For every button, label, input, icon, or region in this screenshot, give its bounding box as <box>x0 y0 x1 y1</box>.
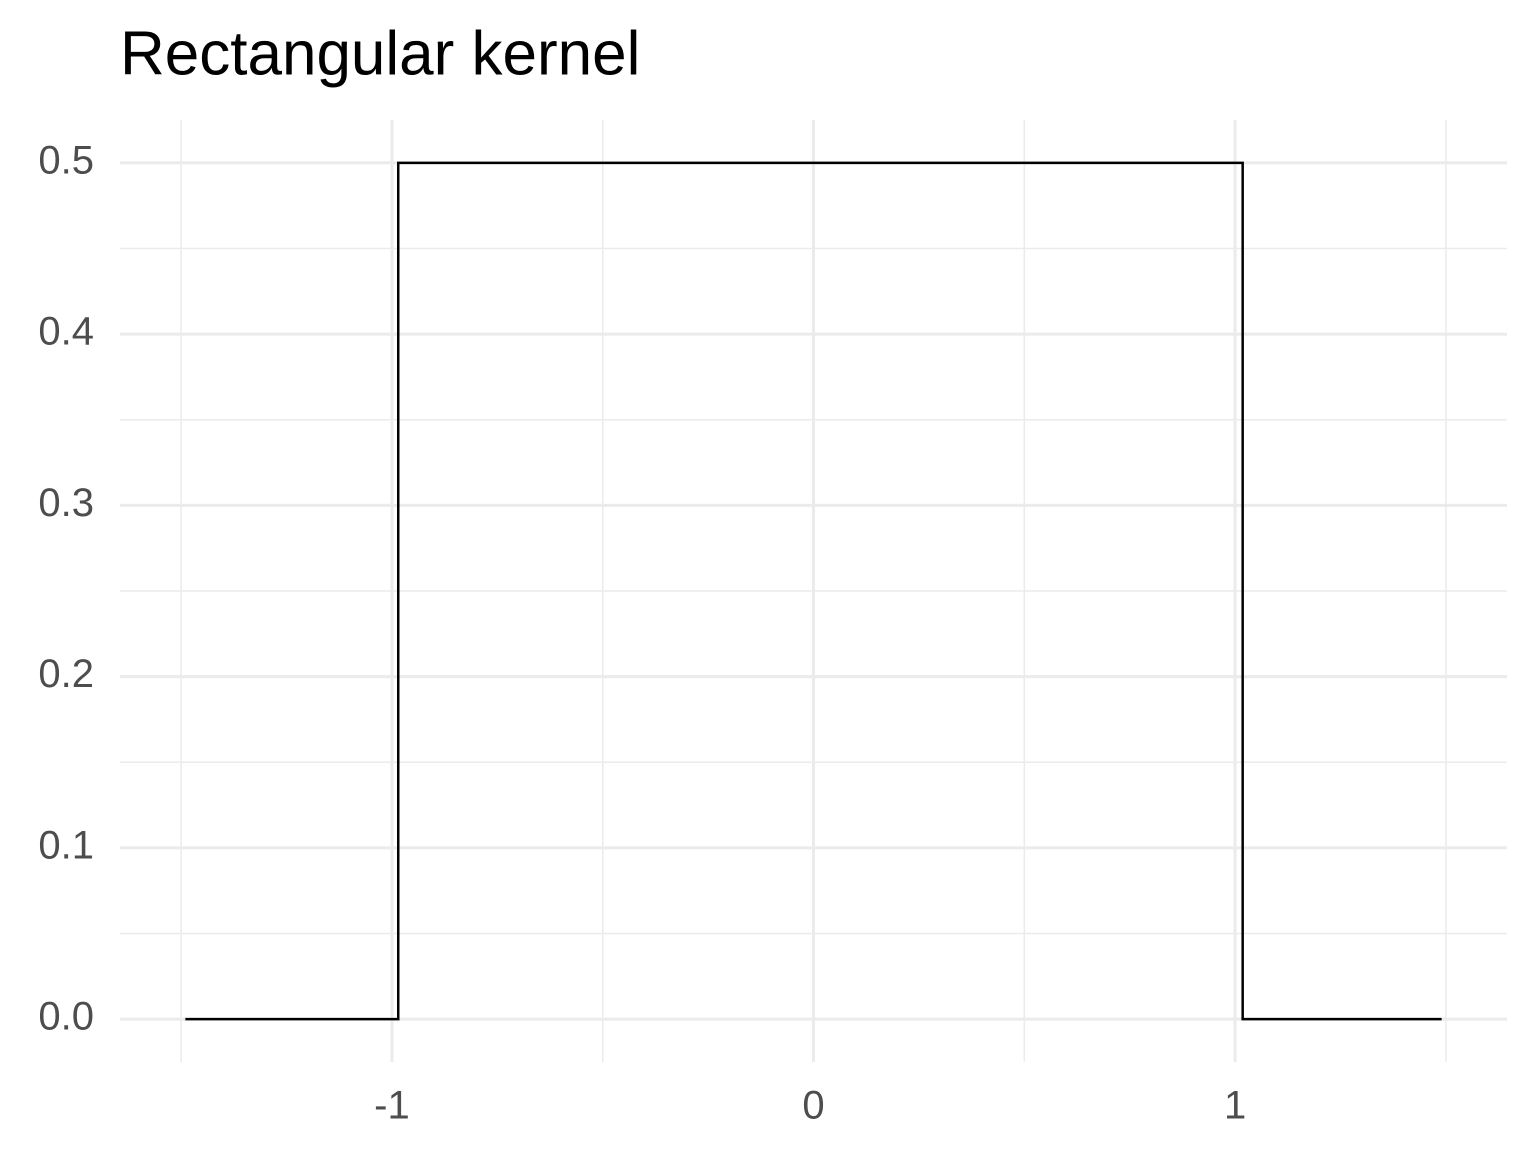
line <box>185 161 1442 1021</box>
y-tick-label: 0.0 <box>38 995 94 1039</box>
y-tick-label: 0.1 <box>38 823 94 867</box>
x-tick-label: 1 <box>1224 1084 1246 1128</box>
y-tick-label: 0.4 <box>38 310 94 354</box>
y-tick-label: 0.3 <box>38 481 94 525</box>
chart-title: Rectangular kernel <box>120 19 640 88</box>
y-tick-label: 0.2 <box>38 652 94 696</box>
x-tick-label: 0 <box>802 1084 824 1128</box>
y-tick-label: 0.5 <box>38 138 94 182</box>
x-tick-label: -1 <box>374 1084 410 1128</box>
